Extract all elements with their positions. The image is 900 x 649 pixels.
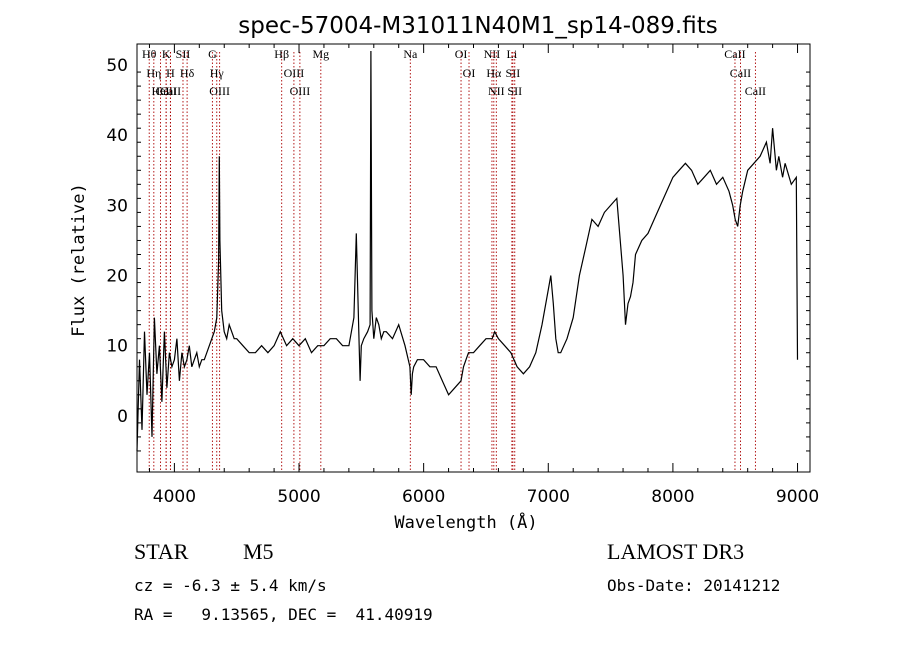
line-marker-label: CaII [724,47,745,61]
y-tick-label: 10 [106,337,128,357]
line-marker-label: Hθ [142,47,157,61]
spectrum-line [136,50,799,452]
line-marker-label: Hγ [210,66,225,80]
x-tick-label: 5000 [277,487,320,507]
y-tick-label: 0 [117,407,128,427]
y-tick-label: 50 [106,56,128,76]
line-marker-label: OIII [209,84,230,98]
line-marker-label: CaII [160,84,181,98]
x-tick-label: 9000 [776,487,819,507]
line-markers: HθHηHeICaIIKHCaIISIIHδGHγOIIIHβOIIIOIIIM… [142,47,766,472]
line-marker-label: OIII [284,66,305,80]
line-marker-label: NII [488,84,505,98]
line-marker-label: CaII [745,84,766,98]
velocity: cz = -6.3 ± 5.4 km/s [134,576,327,595]
line-marker-label: OIII [290,84,311,98]
line-marker-label: OI [463,66,476,80]
line-marker-label: SII [507,84,522,98]
object-subclass: M5 [243,539,274,564]
x-tick-label: 7000 [527,487,570,507]
object-class: STAR [134,539,189,564]
line-marker-label: K [162,47,171,61]
line-marker-label: Li [507,47,518,61]
chart-title: spec-57004-M31011N40M1_sp14-089.fits [238,13,717,39]
line-marker-label: Hα [486,66,502,80]
x-tick-label: 8000 [651,487,694,507]
line-marker-label: SII [176,47,191,61]
x-tick-label: 6000 [402,487,445,507]
line-marker-label: SII [506,66,521,80]
x-tick-label: 4000 [153,487,196,507]
y-tick-label: 20 [106,267,128,287]
line-marker-label: HeI [152,84,170,98]
line-marker-label: OI [455,47,468,61]
obs-date: Obs-Date: 20141212 [607,576,781,595]
plot-frame [136,43,811,473]
y-tick-label: 30 [106,196,128,216]
line-marker-label: Hβ [274,47,289,61]
line-marker-label: Hδ [180,66,195,80]
line-marker-label: Na [403,47,418,61]
coordinates: RA = 9.13565, DEC = 41.40919 [134,605,433,624]
line-marker-label: NII [484,47,501,61]
line-marker-label: Mg [312,47,329,61]
axis-ticks: 4000 5000 6000 7000 8000 9000 0 10 20 30 40 50 [106,44,819,507]
survey-name: LAMOST DR3 [607,539,745,564]
x-axis-label: Wavelength (Å) [394,511,537,533]
line-marker-label: G [208,47,217,61]
y-tick-label: 40 [106,126,128,146]
line-marker-label: Hη [146,66,161,80]
y-axis-label: Flux (relative) [69,183,89,337]
line-marker-label: CaII [730,66,751,80]
